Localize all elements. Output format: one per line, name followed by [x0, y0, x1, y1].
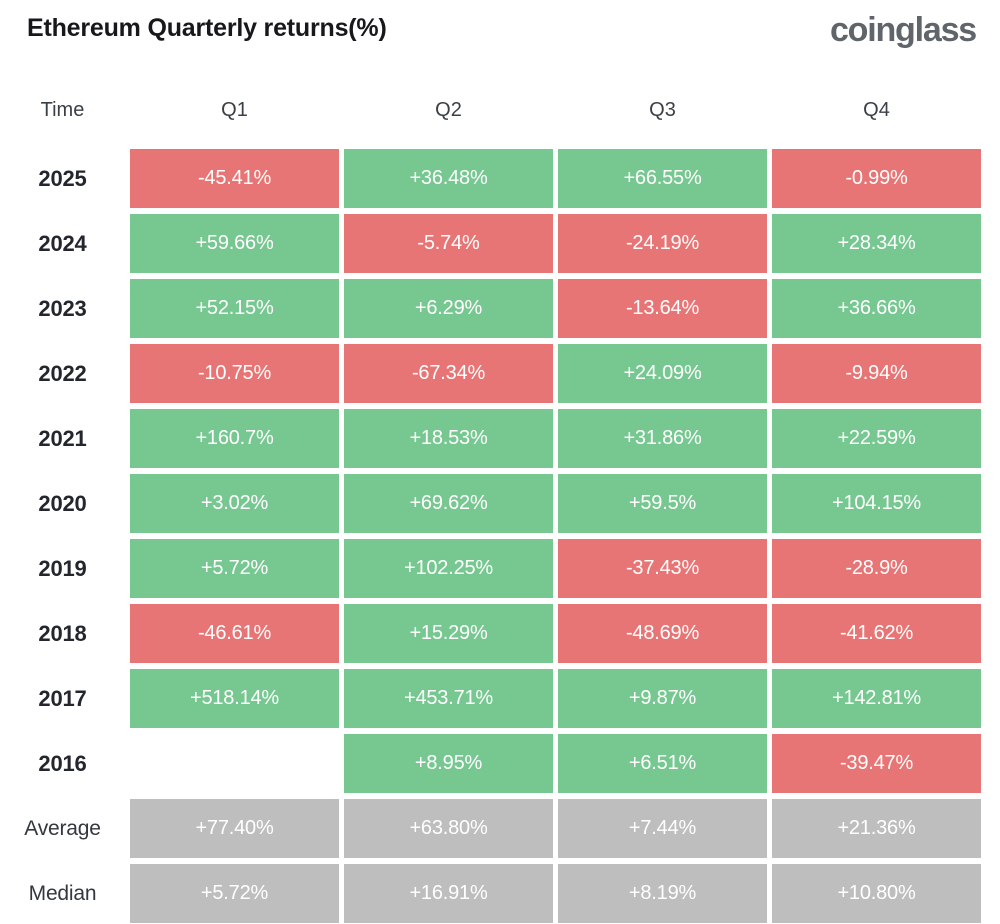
return-cell: +28.34%	[772, 214, 981, 274]
row-label-2017: 2017	[38, 685, 87, 711]
return-cell: +3.02%	[130, 474, 339, 534]
return-cell: +5.72%	[130, 539, 339, 599]
return-cell: +6.51%	[558, 734, 767, 794]
row-label-2018: 2018	[38, 620, 87, 646]
return-cell: -24.19%	[558, 214, 767, 274]
column-header-q3: Q3	[649, 99, 676, 122]
column-header-time: Time	[40, 99, 85, 122]
return-cell: +160.7%	[130, 409, 339, 469]
return-cell: +453.71%	[344, 669, 553, 729]
return-cell: +7.44%	[558, 799, 767, 859]
row-label-2024: 2024	[38, 230, 87, 256]
return-cell: +77.40%	[130, 799, 339, 859]
return-cell: -46.61%	[130, 604, 339, 664]
return-cell: +9.87%	[558, 669, 767, 729]
return-cell: -28.9%	[772, 539, 981, 599]
return-cell: +36.48%	[344, 149, 553, 209]
return-cell: -45.41%	[130, 149, 339, 209]
return-cell: +10.80%	[772, 864, 981, 924]
return-cell: +6.29%	[344, 279, 553, 339]
row-label-median: Median	[28, 881, 97, 905]
return-cell: +63.80%	[344, 799, 553, 859]
return-cell: +31.86%	[558, 409, 767, 469]
return-cell: +8.95%	[344, 734, 553, 794]
column-header-q2: Q2	[435, 99, 462, 122]
page-title: Ethereum Quarterly returns(%)	[27, 14, 387, 42]
return-cell: +36.66%	[772, 279, 981, 339]
row-label-2020: 2020	[38, 490, 87, 516]
row-label-2023: 2023	[38, 295, 87, 321]
row-label-2019: 2019	[38, 555, 87, 581]
table-header-row: Time Q1 Q2 Q3 Q4	[0, 99, 981, 122]
row-label-average: Average	[24, 816, 101, 840]
return-cell: +52.15%	[130, 279, 339, 339]
return-cell: +24.09%	[558, 344, 767, 404]
return-cell: -67.34%	[344, 344, 553, 404]
returns-grid: 2025 -45.41% +36.48% +66.55% -0.99% 2024 +59.6…	[0, 149, 981, 924]
row-label-2021: 2021	[38, 425, 87, 451]
column-header-q1: Q1	[221, 99, 248, 122]
return-cell: +8.19%	[558, 864, 767, 924]
return-cell: -5.74%	[344, 214, 553, 274]
return-cell: -0.99%	[772, 149, 981, 209]
return-cell: +69.62%	[344, 474, 553, 534]
return-cell: -37.43%	[558, 539, 767, 599]
return-cell: +59.5%	[558, 474, 767, 534]
return-cell: +21.36%	[772, 799, 981, 859]
return-cell: +102.25%	[344, 539, 553, 599]
return-cell: +518.14%	[130, 669, 339, 729]
return-cell: +18.53%	[344, 409, 553, 469]
row-label-2016: 2016	[38, 750, 87, 776]
row-label-2022: 2022	[38, 360, 87, 386]
return-cell	[130, 734, 339, 793]
top-bar: Ethereum Quarterly returns(%) coinglass	[0, 0, 1000, 49]
return-cell: +142.81%	[772, 669, 981, 729]
return-cell: +59.66%	[130, 214, 339, 274]
return-cell: +66.55%	[558, 149, 767, 209]
return-cell: +104.15%	[772, 474, 981, 534]
return-cell: -10.75%	[130, 344, 339, 404]
return-cell: +22.59%	[772, 409, 981, 469]
return-cell: -13.64%	[558, 279, 767, 339]
return-cell: -41.62%	[772, 604, 981, 664]
coinglass-logo: coinglass	[829, 11, 977, 49]
return-cell: +16.91%	[344, 864, 553, 924]
return-cell: +15.29%	[344, 604, 553, 664]
return-cell: -39.47%	[772, 734, 981, 794]
return-cell: +5.72%	[130, 864, 339, 924]
return-cell: -9.94%	[772, 344, 981, 404]
row-label-2025: 2025	[38, 165, 87, 191]
return-cell: -48.69%	[558, 604, 767, 664]
column-header-q4: Q4	[863, 99, 890, 122]
